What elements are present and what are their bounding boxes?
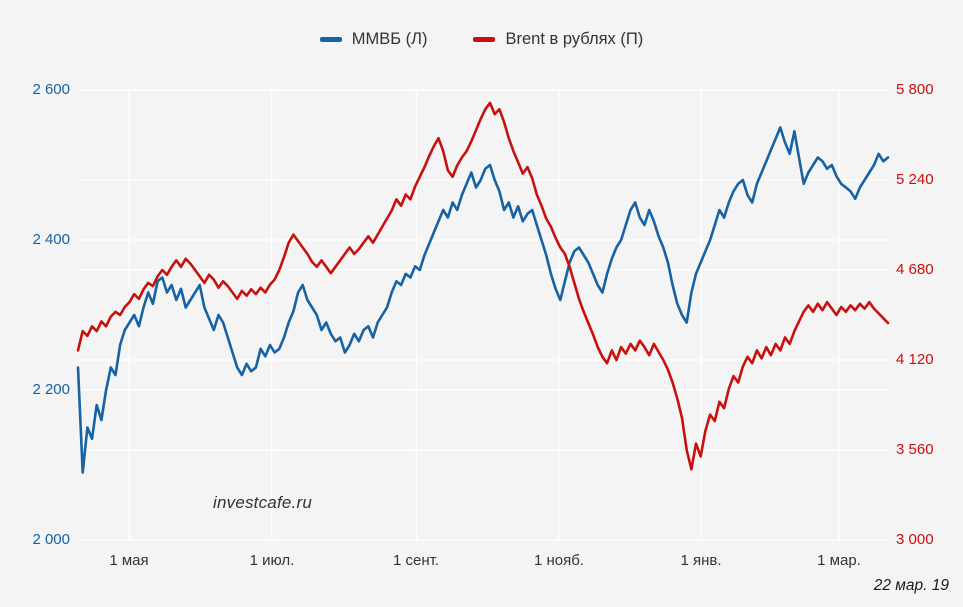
legend-label-mmvb: ММВБ (Л) bbox=[351, 30, 428, 48]
watermark: investcafe.ru bbox=[213, 493, 312, 512]
left-axis-tick: 2 600 bbox=[32, 81, 70, 98]
x-axis-tick: 1 мая bbox=[109, 552, 149, 569]
x-axis-tick: 1 янв. bbox=[680, 552, 722, 569]
date-note: 22 мар. 19 bbox=[873, 577, 949, 594]
right-axis-tick: 4 120 bbox=[896, 351, 934, 368]
right-axis-tick: 5 800 bbox=[896, 81, 934, 98]
legend-item-mmvb[interactable]: ММВБ (Л) bbox=[319, 30, 428, 49]
x-axis-tick: 1 мар. bbox=[817, 552, 861, 569]
right-axis-tick: 5 240 bbox=[896, 171, 934, 188]
x-axis-tick: 1 июл. bbox=[249, 552, 295, 569]
left-axis-tick: 2 400 bbox=[32, 231, 70, 248]
x-axis-tick: 1 сент. bbox=[392, 552, 439, 569]
right-axis-tick: 4 680 bbox=[896, 261, 934, 278]
chart-legend: ММВБ (Л) Brent в рублях (П) bbox=[0, 30, 963, 49]
mmvb-series-swatch-icon bbox=[319, 37, 342, 42]
right-axis-tick: 3 000 bbox=[896, 531, 934, 548]
legend-label-brent: Brent в рублях (П) bbox=[505, 30, 644, 48]
brent-series-swatch-icon bbox=[473, 37, 496, 42]
left-axis-tick: 2 200 bbox=[32, 381, 70, 398]
left-axis-tick: 2 000 bbox=[32, 531, 70, 548]
x-axis-tick: 1 нояб. bbox=[533, 552, 585, 569]
legend-item-brent[interactable]: Brent в рублях (П) bbox=[473, 30, 643, 49]
right-axis-tick: 3 560 bbox=[896, 441, 934, 458]
